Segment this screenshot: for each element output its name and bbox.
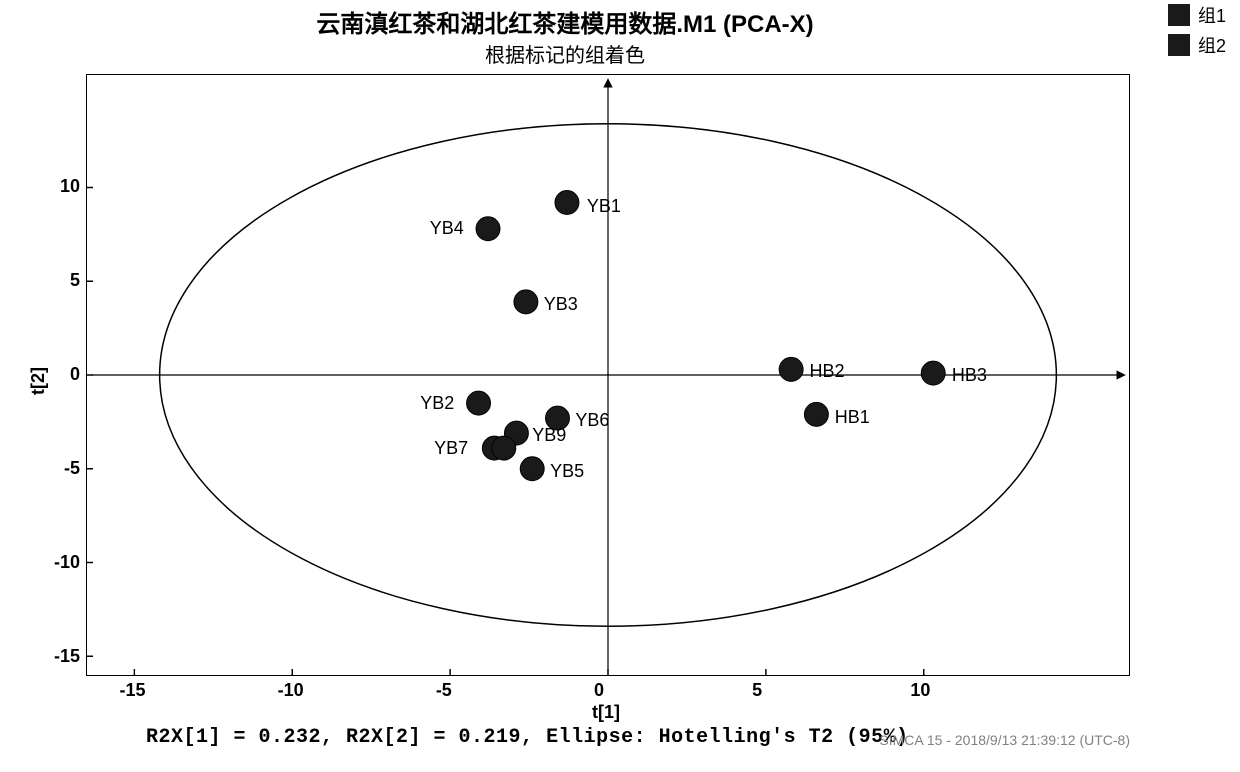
point-label: YB9 <box>532 425 566 446</box>
y-tick-label: 0 <box>40 364 80 385</box>
x-tick-label: 0 <box>594 680 604 701</box>
point-label: HB2 <box>809 361 844 382</box>
x-tick-label: 5 <box>752 680 762 701</box>
x-tick-label: -5 <box>436 680 452 701</box>
title-block: 云南滇红茶和湖北红茶建模用数据.M1 (PCA-X) 根据标记的组着色 <box>0 4 1130 68</box>
legend: 组1 组2 <box>1168 2 1226 62</box>
y-tick-label: -10 <box>40 552 80 573</box>
legend-label-2: 组2 <box>1198 32 1226 58</box>
watermark: SIMCA 15 - 2018/9/13 21:39:12 (UTC-8) <box>879 732 1130 748</box>
legend-swatch-1 <box>1168 4 1190 26</box>
point-label: YB6 <box>575 410 609 431</box>
point-label: YB2 <box>420 393 454 414</box>
y-tick-label: -15 <box>40 646 80 667</box>
point-label: YB7 <box>434 438 468 459</box>
point-label: YB1 <box>587 196 621 217</box>
legend-item-2: 组2 <box>1168 32 1226 58</box>
legend-item-1: 组1 <box>1168 2 1226 28</box>
x-tick-label: 10 <box>910 680 930 701</box>
y-tick-label: -5 <box>40 458 80 479</box>
x-axis-label: t[1] <box>592 702 620 723</box>
chart-title: 云南滇红茶和湖北红茶建模用数据.M1 (PCA-X) <box>0 4 1130 39</box>
y-tick-label: 10 <box>40 176 80 197</box>
point-label: HB3 <box>952 365 987 386</box>
point-label: YB3 <box>544 294 578 315</box>
x-tick-label: -15 <box>119 680 145 701</box>
root: 云南滇红茶和湖北红茶建模用数据.M1 (PCA-X) 根据标记的组着色 组1 组… <box>0 0 1240 772</box>
footer-stats: R2X[1] = 0.232, R2X[2] = 0.219, Ellipse:… <box>146 726 909 749</box>
chart-subtitle: 根据标记的组着色 <box>0 39 1130 68</box>
legend-swatch-2 <box>1168 34 1190 56</box>
point-label: YB4 <box>430 218 464 239</box>
x-tick-label: -10 <box>278 680 304 701</box>
point-label: HB1 <box>835 407 870 428</box>
point-label: YB5 <box>550 461 584 482</box>
legend-label-1: 组1 <box>1198 2 1226 28</box>
y-tick-label: 5 <box>40 270 80 291</box>
